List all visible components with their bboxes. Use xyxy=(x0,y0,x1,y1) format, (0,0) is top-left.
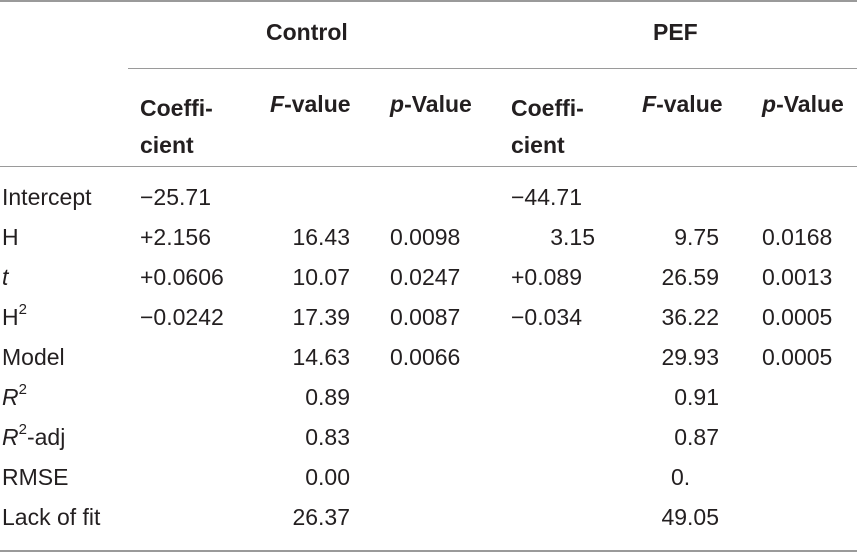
group-rule xyxy=(128,68,857,69)
control-p-h2: 0.0087 xyxy=(390,304,461,330)
group-header-control: Control xyxy=(266,19,348,45)
row-label-r2-base: R xyxy=(2,384,19,410)
control-coef-header: Coeffi- cient xyxy=(140,90,213,164)
pef-coef-h: 3.15 xyxy=(550,224,595,250)
control-f-model: 14.63 xyxy=(292,344,350,370)
control-f-h: 16.43 xyxy=(292,224,350,250)
control-p-model: 0.0066 xyxy=(390,344,461,370)
f-suffix: -value xyxy=(284,91,351,117)
p-var: p xyxy=(390,91,405,117)
control-coef-h: +2.156 xyxy=(140,224,211,250)
p-suffix: -Value xyxy=(404,91,472,117)
pef-p-t: 0.0013 xyxy=(762,264,833,290)
f-var: F xyxy=(270,91,285,117)
control-f-r2: 0.89 xyxy=(305,384,350,410)
header-bottom-rule xyxy=(0,166,857,167)
row-label-h2: H2 xyxy=(2,301,27,331)
row-label-r2: R2 xyxy=(2,381,27,411)
p-var: p xyxy=(762,91,777,117)
row-label-r2adj-exp: 2 xyxy=(18,421,27,439)
row-label-h: H xyxy=(2,224,19,250)
row-label-lack-of-fit: Lack of fit xyxy=(2,504,101,530)
control-p-h: 0.0098 xyxy=(390,224,461,250)
control-coef-intercept: −25.71 xyxy=(140,184,211,210)
pef-f-header: F-value xyxy=(642,90,723,118)
control-f-r2adj: 0.83 xyxy=(305,424,350,450)
pef-f-r2adj: 0.87 xyxy=(674,424,719,450)
group-header-pef: PEF xyxy=(653,19,698,45)
pef-p-model: 0.0005 xyxy=(762,344,833,370)
pef-coef-intercept: −44.71 xyxy=(511,184,582,210)
control-f-header: F-value xyxy=(270,90,351,118)
bottom-rule xyxy=(0,550,857,552)
row-label-model: Model xyxy=(2,344,65,370)
coef-header-line2: cient xyxy=(511,132,565,158)
pef-f-r2: 0.91 xyxy=(674,384,719,410)
control-p-t: 0.0247 xyxy=(390,264,461,290)
pef-f-lack-of-fit: 49.05 xyxy=(661,504,719,530)
control-coef-h2: −0.0242 xyxy=(140,304,224,330)
row-label-rmse: RMSE xyxy=(2,464,69,490)
row-label-r2-exp: 2 xyxy=(18,381,27,399)
row-label-r2adj-base: R xyxy=(2,424,19,450)
row-label-t: t xyxy=(2,263,8,291)
row-label-t-var: t xyxy=(2,264,9,290)
pef-f-h2: 36.22 xyxy=(661,304,719,330)
row-label-r2adj: R2-adj xyxy=(2,421,66,451)
control-f-h2: 17.39 xyxy=(292,304,350,330)
pef-coef-t: +0.089 xyxy=(511,264,582,290)
row-label-intercept: Intercept xyxy=(2,184,92,210)
f-var: F xyxy=(642,91,657,117)
pef-coef-h2: −0.034 xyxy=(511,304,582,330)
pef-f-h: 9.75 xyxy=(674,224,719,250)
pef-p-header: p-Value xyxy=(762,90,844,118)
p-suffix: -Value xyxy=(776,91,844,117)
pef-f-model: 29.93 xyxy=(661,344,719,370)
row-label-r2adj-suffix: -adj xyxy=(26,424,66,450)
f-suffix: -value xyxy=(656,91,723,117)
row-label-h2-exp: 2 xyxy=(18,301,27,319)
row-label-h2-base: H xyxy=(2,304,19,330)
top-rule xyxy=(0,0,857,2)
coef-header-line2: cient xyxy=(140,132,194,158)
coef-header-line1: Coeffi- xyxy=(140,95,213,121)
control-coef-t: +0.0606 xyxy=(140,264,224,290)
control-p-header: p-Value xyxy=(390,90,472,118)
pef-p-h: 0.0168 xyxy=(762,224,833,250)
pef-f-t: 26.59 xyxy=(661,264,719,290)
pef-coef-header: Coeffi- cient xyxy=(511,90,584,164)
coef-header-line1: Coeffi- xyxy=(511,95,584,121)
pef-p-h2: 0.0005 xyxy=(762,304,833,330)
control-f-t: 10.07 xyxy=(292,264,350,290)
control-f-rmse: 0.00 xyxy=(305,464,350,490)
pef-f-rmse: 0. xyxy=(671,464,691,490)
control-f-lack-of-fit: 26.37 xyxy=(292,504,350,530)
